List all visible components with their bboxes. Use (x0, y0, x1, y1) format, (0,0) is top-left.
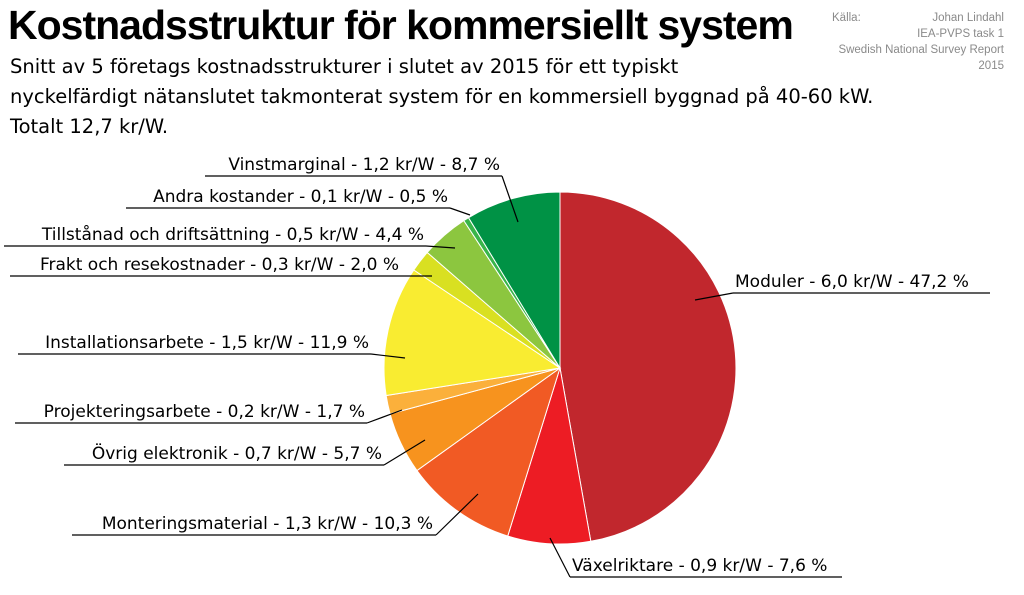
chart-subtitle: Snitt av 5 företags kostnadsstrukturer i… (10, 52, 1000, 142)
leader-line-installationsarbete (370, 353, 406, 359)
slice-label-andra-kostnader: Andra kostander - 0,1 kr/W - 0,5 % (153, 187, 448, 207)
slice-label-projekteringsarbete: Projekteringsarbete - 0,2 kr/W - 1,7 % (44, 402, 365, 422)
slice-label-frakt-och-resekostnader: Frakt och resekostnader - 0,3 kr/W - 2,0… (40, 255, 399, 275)
leader-line-projekteringsarbete (366, 409, 403, 424)
source-line: Swedish National Survey Report (838, 44, 1004, 56)
source-line: Johan Lindahl (932, 12, 1004, 24)
source-line: IEA-PVPS task 1 (917, 28, 1004, 40)
slice-moduler (559, 191, 737, 542)
slice-label-monteringsmaterial: Monteringsmaterial - 1,3 kr/W - 10,3 % (102, 514, 433, 534)
slice-vinstmarginal (467, 191, 561, 370)
leader-line-monteringsmaterial (435, 493, 479, 536)
leader-line-vaxelriktare (549, 537, 571, 578)
slice-monteringsmaterial (416, 366, 561, 537)
leader-line-tillstand-och-driftsattning (425, 245, 456, 249)
slice-label-vaxelriktare: Växelriktare - 0,9 kr/W - 7,6 % (572, 556, 827, 576)
slice-label-tillstand-och-driftsattning: Tillstånad och driftsättning - 0,5 kr/W … (41, 224, 424, 245)
source-note: Källa: Johan Lindahl IEA-PVPS task 1 Swe… (820, 10, 1004, 74)
chart-title: Kostnadsstruktur för kommersiellt system (8, 2, 794, 48)
slice-label-moduler: Moduler - 6,0 kr/W - 47,2 % (735, 272, 969, 292)
leader-line-andra-kostnader (449, 207, 471, 216)
leader-line-ovrig-elektronik (383, 439, 426, 466)
leader-line-moduler (694, 292, 734, 301)
subtitle-line: Totalt 12,7 kr/W. (10, 115, 169, 138)
subtitle-line: Snitt av 5 företags kostnadsstrukturer i… (10, 55, 679, 78)
source-label: Källa: (832, 12, 861, 24)
leader-line-vinstmarginal (501, 175, 519, 223)
slice-label-vinstmarginal: Vinstmarginal - 1,2 kr/W - 8,7 % (228, 155, 500, 175)
subtitle-line: nyckelfärdigt nätanslutet takmonterat sy… (10, 85, 874, 108)
slice-label-ovrig-elektronik: Övrig elektronik - 0,7 kr/W - 5,7 % (92, 442, 382, 464)
source-line: 2015 (978, 60, 1004, 72)
slice-label-installationsarbete: Installationsarbete - 1,5 kr/W - 11,9 % (45, 333, 369, 353)
